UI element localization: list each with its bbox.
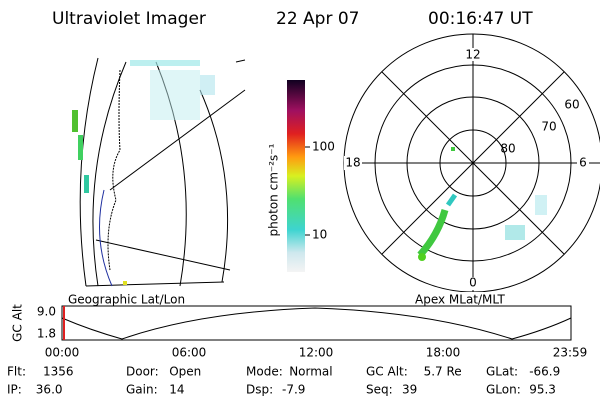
mlt-label: 18 (345, 156, 360, 170)
title: Ultraviolet Imager (52, 9, 206, 29)
info-value: Normal (289, 365, 332, 379)
lat-label: 80 (500, 142, 515, 156)
mlt-label: 12 (465, 48, 480, 62)
time-tick-label: 12:00 (299, 346, 334, 360)
time: 00:16:47 UT (428, 9, 533, 29)
polar-label: Apex MLat/MLT (415, 293, 505, 307)
info-label: IP: (7, 383, 22, 397)
colorbar-tick-label: 100 (312, 140, 335, 154)
time-tick-label: 18:00 (426, 346, 461, 360)
geographic-label: Geographic Lat/Lon (68, 293, 185, 307)
info-value: -66.9 (529, 365, 560, 379)
info-value: 1356 (43, 365, 74, 379)
info-value: 95.3 (529, 383, 556, 397)
colorbar-tick-label: 10 (312, 228, 327, 242)
info-value: 14 (169, 383, 184, 397)
mlt-label: 0 (469, 276, 477, 290)
mlt-label: 6 (579, 156, 587, 170)
colorbar (287, 80, 305, 272)
info-label: Dsp: (246, 383, 273, 397)
info-value: Open (169, 365, 201, 379)
altitude-curve (61, 307, 572, 340)
colorbar-unit: photon cm⁻²s⁻¹ (267, 143, 281, 236)
info-value: 5.7 Re (424, 365, 462, 379)
info-label: Mode: (246, 365, 283, 379)
info-label: Seq: (366, 383, 393, 397)
info-label: GC Alt: (366, 365, 408, 379)
lat-label: 60 (564, 98, 579, 112)
info-panel: Flt: 1356 Door: Open Mode: Normal GC Alt: 5.7 R… (7, 365, 560, 397)
time-tick-label: 06:00 (172, 346, 207, 360)
altitude-frame (61, 305, 572, 341)
info-label: Flt: (7, 365, 26, 379)
info-label: GLon: (486, 383, 521, 397)
time-tick-label: 23:59 (553, 346, 588, 360)
lat-label: 70 (541, 120, 556, 134)
info-value: 36.0 (36, 383, 63, 397)
info-label: GLat: (486, 365, 518, 379)
info-label: Door: (126, 365, 159, 379)
info-label: Gain: (126, 383, 158, 397)
altitude-tick-label: 9.0 (37, 305, 56, 319)
altitude-axis-label: GC Alt (11, 304, 25, 342)
info-value: 39 (402, 383, 417, 397)
date: 22 Apr 07 (276, 9, 359, 29)
info-value: -7.9 (282, 383, 305, 397)
altitude-tick-label: 1.8 (37, 327, 56, 341)
geographic-map (72, 57, 246, 287)
time-tick-label: 00:00 (45, 346, 80, 360)
polar-grid (343, 33, 600, 292)
